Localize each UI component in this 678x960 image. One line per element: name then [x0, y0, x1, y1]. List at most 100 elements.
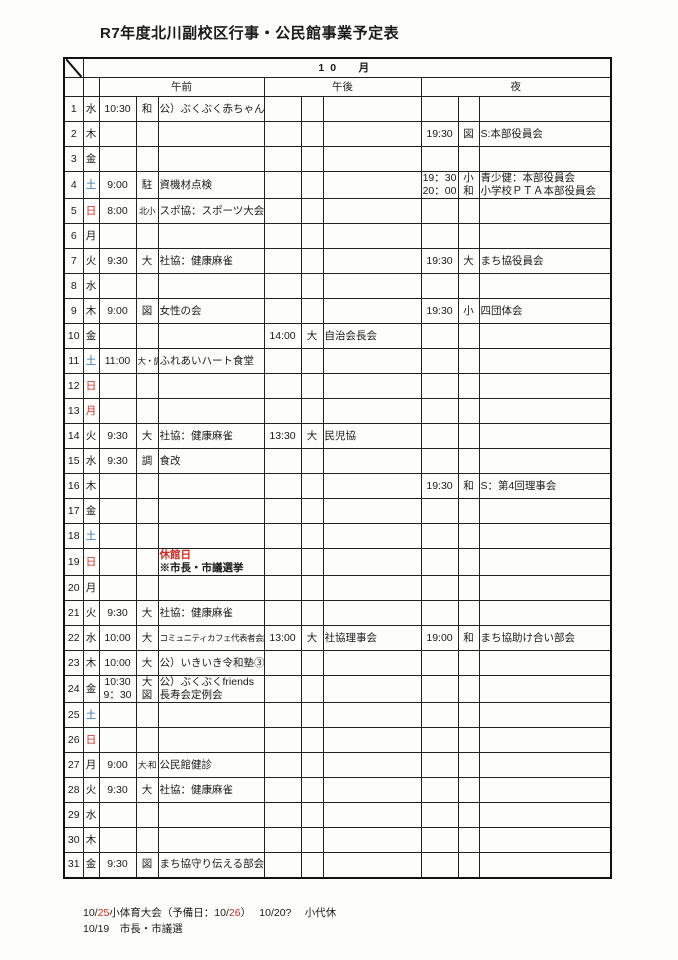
night-time-cell: [420, 448, 459, 474]
am-location-cell: [135, 802, 159, 828]
am-location: 大: [141, 783, 153, 796]
pm-time-cell: [263, 298, 302, 324]
pm-location-cell: 大: [300, 625, 324, 651]
footnote-line: 10/25小体育大会（予備日：10/26） 10/20? 小代休: [83, 905, 336, 921]
am-time-cell: 9:30: [98, 852, 137, 878]
am-location-cell: [135, 223, 159, 249]
am-event-cell: [157, 146, 265, 172]
pm-event: 民児協: [324, 429, 357, 442]
table-row: 2 木 19:30 図 S:本部役員会: [63, 121, 612, 147]
am-time: 10:00: [104, 656, 131, 669]
night-event-cell: 四団体会: [478, 298, 612, 324]
am-location: 大: [141, 254, 153, 267]
am-time-cell: [98, 802, 137, 828]
night-location-cell: 和: [457, 473, 480, 499]
pm-time-cell: [263, 702, 302, 728]
am-event-cell: [157, 575, 265, 601]
am-location: 和: [141, 102, 153, 115]
night-event-cell: [478, 323, 612, 349]
pm-event-cell: [322, 802, 422, 828]
pm-time-cell: [263, 548, 302, 576]
day-of-week: 月: [82, 752, 100, 778]
night-event-cell: [478, 852, 612, 878]
pm-event-cell: [322, 752, 422, 778]
am-location: 大-和: [137, 759, 157, 770]
am-event-cell: [157, 827, 265, 853]
day-number: 21: [63, 600, 84, 626]
month-label: 10 月: [82, 57, 612, 78]
am-time-cell: 9:00: [98, 298, 137, 324]
pm-location-cell: [300, 498, 324, 524]
am-time: 10:00: [104, 631, 131, 644]
table-row: 28 火 9:30 大社協：健康麻雀: [63, 777, 612, 803]
day-of-week: 金: [82, 675, 100, 703]
day-of-week: 土: [82, 523, 100, 549]
am-event-cell: 公）ぶくぶく赤ちゃん: [157, 96, 265, 122]
day-of-week: 火: [82, 600, 100, 626]
pm-location-cell: [300, 171, 324, 199]
am-time-cell: [98, 273, 137, 299]
am-location: 図: [141, 304, 153, 317]
table-row: 4 土 9:00 駐資機材点検 19：30 20：00 小和青少健：本部役員会 小学校ＰＴＡ本…: [63, 171, 612, 199]
pm-time-cell: [263, 198, 302, 224]
am-time-cell: 9:30: [98, 600, 137, 626]
pm-event-cell: [322, 448, 422, 474]
table-row: 30 木: [63, 827, 612, 853]
am-event-cell: [157, 702, 265, 728]
am-event-cell: 公民館健診: [157, 752, 265, 778]
am-event: 社協：健康麻雀: [159, 606, 234, 619]
am-event: 休館日: [159, 549, 192, 562]
pm-time-cell: [263, 146, 302, 172]
day-of-week: 木: [82, 650, 100, 676]
pm-event-cell: [322, 650, 422, 676]
am-location-cell: 図: [135, 852, 159, 878]
am-event-cell: 資機材点検: [157, 171, 265, 199]
night-time-cell: [420, 373, 459, 399]
night-time-cell: [420, 802, 459, 828]
pm-time-cell: [263, 802, 302, 828]
night-location-cell: [457, 702, 480, 728]
day-of-week: 日: [82, 373, 100, 399]
night-event-cell: [478, 348, 612, 374]
night-location: 小: [463, 172, 474, 185]
day-number: 23: [63, 650, 84, 676]
night-event-cell: [478, 650, 612, 676]
day-number: 17: [63, 498, 84, 524]
night-event-cell: [478, 146, 612, 172]
diagonal-header-cell: [63, 57, 84, 78]
am-location-cell: [135, 273, 159, 299]
footnote-line: 10/19 市長・市議選: [83, 921, 336, 937]
am-location: 北小: [138, 205, 156, 216]
table-row: 11土 11:00 大・調ふれあいハート食堂: [63, 348, 612, 374]
pm-location-cell: [300, 548, 324, 576]
night-time-cell: [420, 498, 459, 524]
table-row: 15 水 9:30 調食改: [63, 448, 612, 474]
day-number: 9: [63, 298, 84, 324]
night-event-cell: 青少健：本部役員会 小学校ＰＴＡ本部役員会: [478, 171, 612, 199]
night-event: S:本部役員会: [480, 127, 543, 140]
am-location: 図: [141, 858, 153, 871]
day-of-week: 火: [82, 777, 100, 803]
day-number: 10: [63, 323, 84, 349]
am-event: ふれあいハート食堂: [159, 354, 255, 367]
am-location: 大: [141, 606, 153, 619]
pm-event-cell: [322, 348, 422, 374]
table-row: 14 火 9:30 大社協：健康麻雀 13:30 大民児協: [63, 423, 612, 449]
night-location-cell: 小和: [457, 171, 480, 199]
am-time-cell: [98, 498, 137, 524]
pm-time-cell: [263, 398, 302, 424]
am-event: 社協：健康麻雀: [159, 254, 234, 267]
night-location-cell: [457, 852, 480, 878]
night-event-cell: [478, 752, 612, 778]
am-event: ※市長・市議選挙: [159, 562, 244, 574]
night-time-cell: [420, 323, 459, 349]
pm-location: 大: [306, 429, 318, 442]
night-time-cell: 19:30: [420, 121, 459, 147]
day-of-week: 火: [82, 423, 100, 449]
pm-location-cell: [300, 398, 324, 424]
am-time: [101, 550, 135, 563]
table-row: 13 月: [63, 398, 612, 424]
day-of-week: 火: [82, 248, 100, 274]
pm-time-cell: [263, 373, 302, 399]
am-event: 公）ぶくぶくfriends: [159, 676, 255, 689]
